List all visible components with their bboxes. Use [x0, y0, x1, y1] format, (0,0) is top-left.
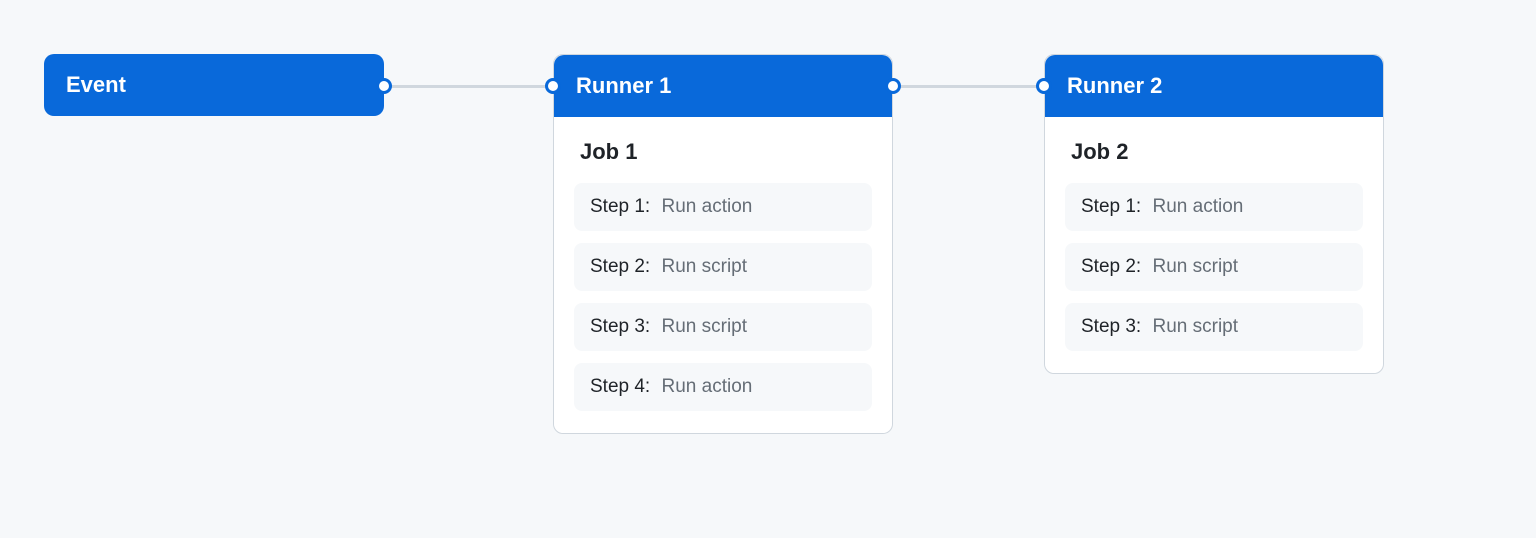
port-runner1-out: [885, 78, 901, 94]
step-label: Step 2:: [1081, 256, 1141, 277]
runner1-node-title: Runner 1: [554, 55, 892, 117]
port-runner1-in: [545, 78, 561, 94]
step-label: Step 3:: [1081, 316, 1141, 337]
runner1-node: Runner 1 Job 1 Step 1: Run action Step 2…: [553, 54, 893, 434]
step-desc: Run script: [1153, 316, 1239, 337]
step-label: Step 4:: [590, 376, 650, 397]
step-desc: Run action: [662, 376, 753, 397]
runner1-job-title: Job 1: [580, 139, 872, 165]
step-label: Step 1:: [1081, 196, 1141, 217]
step-label: Step 2:: [590, 256, 650, 277]
connector-runner1-to-runner2: [893, 85, 1044, 88]
runner2-node-title: Runner 2: [1045, 55, 1383, 117]
runner1-step: Step 3: Run script: [574, 303, 872, 351]
port-event-out: [376, 78, 392, 94]
step-desc: Run script: [1153, 256, 1239, 277]
step-desc: Run script: [662, 316, 748, 337]
port-runner2-in: [1036, 78, 1052, 94]
runner1-step: Step 4: Run action: [574, 363, 872, 411]
step-label: Step 3:: [590, 316, 650, 337]
runner2-step: Step 1: Run action: [1065, 183, 1363, 231]
runner2-body: Job 2 Step 1: Run action Step 2: Run scr…: [1045, 117, 1383, 373]
runner2-step: Step 3: Run script: [1065, 303, 1363, 351]
runner2-step: Step 2: Run script: [1065, 243, 1363, 291]
connector-event-to-runner1: [384, 85, 553, 88]
workflow-diagram: Event Runner 1 Job 1 Step 1: Run action …: [0, 0, 1536, 538]
step-desc: Run script: [662, 256, 748, 277]
event-node: Event: [44, 54, 384, 116]
runner1-step: Step 1: Run action: [574, 183, 872, 231]
step-desc: Run action: [662, 196, 753, 217]
runner2-job-title: Job 2: [1071, 139, 1363, 165]
runner1-step: Step 2: Run script: [574, 243, 872, 291]
step-desc: Run action: [1153, 196, 1244, 217]
runner2-node: Runner 2 Job 2 Step 1: Run action Step 2…: [1044, 54, 1384, 374]
step-label: Step 1:: [590, 196, 650, 217]
event-node-title: Event: [44, 54, 384, 116]
runner1-body: Job 1 Step 1: Run action Step 2: Run scr…: [554, 117, 892, 433]
